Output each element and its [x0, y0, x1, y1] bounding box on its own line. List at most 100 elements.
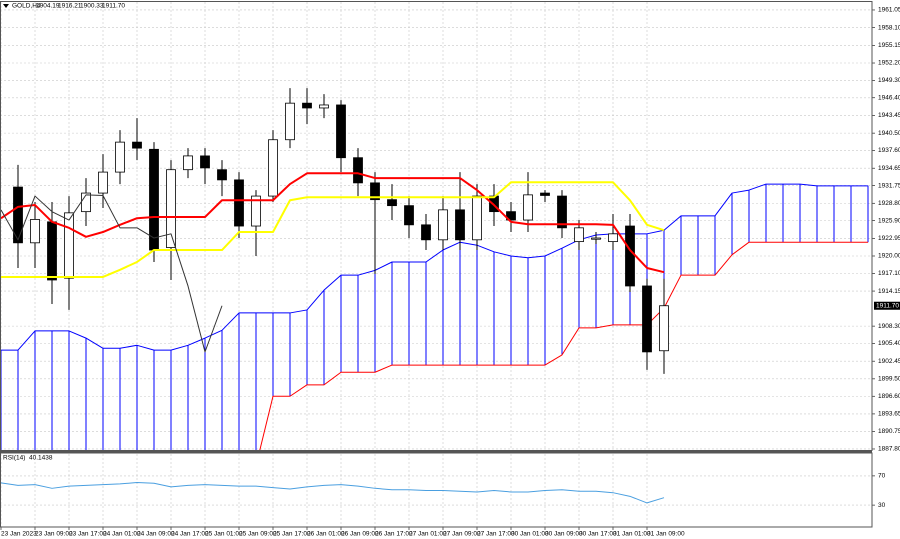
y-tick-label: 1940.50 [878, 130, 900, 137]
y-tick-label: 1917.10 [878, 270, 900, 277]
indicator-line [1, 181, 665, 278]
x-tick-label: 31 Jan 01:00 [613, 531, 651, 538]
candle-body [319, 104, 329, 109]
candle-body [47, 221, 57, 281]
x-tick-label: 24 Jan 09:00 [137, 531, 175, 538]
x-tick-label: 30 Jan 09:00 [545, 531, 583, 538]
x-tick-label: 31 Jan 09:00 [647, 531, 685, 538]
y-tick-label: 1925.90 [878, 217, 900, 224]
candle-body [64, 212, 74, 279]
x-tick-label: 25 Jan 01:00 [205, 531, 243, 538]
ohlc-open: 1904.19 [36, 3, 60, 10]
candle-body [540, 192, 550, 196]
candle-body [13, 186, 23, 244]
rsi-plot [0, 481, 665, 504]
indicator-line [0, 481, 665, 504]
candle-body [268, 139, 278, 197]
y-tick-label: 1905.40 [878, 340, 900, 347]
candle-body [523, 194, 533, 221]
candle-body [200, 155, 210, 169]
candle-body [285, 102, 295, 141]
x-tick-label: 26 Jan 01:00 [307, 531, 345, 538]
x-tick-label: 26 Jan 17:00 [375, 531, 413, 538]
price-label: 1911.70 [876, 302, 899, 309]
candle-body [438, 209, 448, 241]
candle-body [81, 192, 91, 213]
x-tick-label: 27 Jan 01:00 [409, 531, 447, 538]
y-tick-label: 1893.65 [878, 411, 900, 418]
candle-body [251, 195, 261, 227]
indicator-line [0, 172, 665, 274]
x-tick-label: 27 Jan 09:00 [443, 531, 481, 538]
y-tick-label: 1961.05 [878, 7, 900, 14]
main-plot [0, 88, 869, 450]
y-tick-label: 1887.80 [878, 446, 900, 453]
y-tick-label: 1914.15 [878, 288, 900, 295]
y-tick-label: 1902.45 [878, 358, 900, 365]
y-tick-label: 1952.20 [878, 60, 900, 67]
panel-separator [0, 450, 872, 453]
x-tick-label: 30 Jan 01:00 [511, 531, 549, 538]
candle-body [98, 171, 108, 194]
y-tick-label: 1928.80 [878, 200, 900, 207]
y-tick-label: 1958.10 [878, 24, 900, 31]
candle-body [625, 225, 635, 287]
indicator-line [259, 241, 868, 450]
rsi-title: RSI(14) [3, 455, 25, 462]
x-tick-label: 26 Jan 09:00 [341, 531, 379, 538]
candle-body [370, 182, 380, 201]
candle-body [336, 104, 346, 159]
x-tick-label: 23 Jan 09:00 [35, 531, 73, 538]
ohlc-low: 1900.33 [80, 3, 104, 10]
x-tick-label: 23 Jan 2023 [1, 531, 37, 538]
candle-body [115, 141, 125, 173]
y-tick-label: 1946.40 [878, 94, 900, 101]
y-tick-label: 1896.60 [878, 393, 900, 400]
candle-body [591, 237, 601, 240]
candle-body [659, 305, 669, 352]
candle-body [387, 199, 397, 207]
y-tick-label: 1943.45 [878, 112, 900, 119]
candle-body [132, 141, 142, 149]
candle-body [574, 227, 584, 243]
y-tick-label: 1890.75 [878, 428, 900, 435]
y-tick-label: 1949.30 [878, 77, 900, 84]
candle-body [217, 169, 227, 181]
x-tick-label: 24 Jan 01:00 [103, 531, 141, 538]
x-tick-label: 27 Jan 17:00 [477, 531, 515, 538]
y-tick-label: 30 [878, 502, 886, 509]
x-tick-label: 25 Jan 17:00 [273, 531, 311, 538]
x-tick-label: 25 Jan 09:00 [239, 531, 277, 538]
candle-body [421, 224, 431, 241]
rsi-frame [0, 452, 873, 528]
y-tick-label: 1937.60 [878, 147, 900, 154]
y-tick-label: 1908.30 [878, 323, 900, 330]
y-tick-label: 1920.00 [878, 253, 900, 260]
candle-body [608, 233, 618, 243]
y-tick-label: 1899.50 [878, 376, 900, 383]
x-tick-label: 24 Jan 17:00 [171, 531, 209, 538]
candle-body [149, 148, 159, 251]
candle-body [302, 102, 312, 109]
menu-icon[interactable] [3, 4, 9, 8]
y-tick-label: 70 [878, 473, 886, 480]
candle-body [234, 179, 244, 227]
rsi-current: 40.1438 [29, 455, 53, 462]
candle-body [557, 195, 567, 229]
price-label-box [874, 301, 900, 310]
indicator-line [0, 194, 223, 353]
candle-body [642, 285, 652, 353]
candle-body [506, 211, 516, 221]
candle-body [472, 195, 482, 241]
y-tick-label: 1922.95 [878, 235, 900, 242]
y-tick-label: 1934.65 [878, 165, 900, 172]
candle-body [183, 155, 193, 171]
y-tick-label: 1931.75 [878, 182, 900, 189]
candle-body [166, 169, 176, 249]
grid [0, 2, 872, 527]
symbol-label: GOLD,H4 [12, 3, 41, 10]
candle-body [455, 209, 465, 241]
ohlc-high: 1916.21 [58, 3, 82, 10]
